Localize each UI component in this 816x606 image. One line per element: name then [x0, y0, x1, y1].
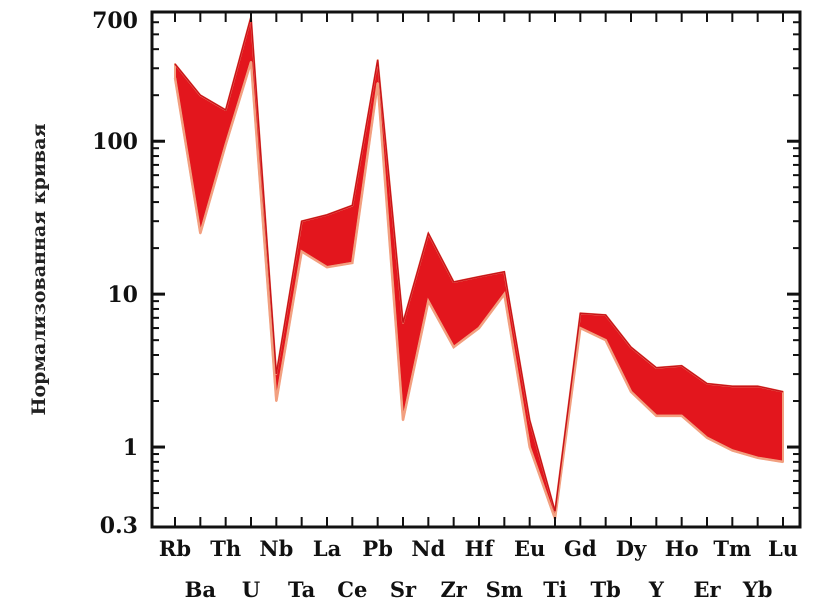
- x-tick-label: Tb: [591, 577, 621, 602]
- x-tick-label: Y: [648, 577, 665, 602]
- x-tick-label: Dy: [616, 536, 647, 561]
- x-tick-label: Gd: [564, 536, 597, 561]
- x-tick-label: Lu: [768, 536, 798, 561]
- plot-area: [150, 10, 802, 529]
- x-tick-label: Hf: [465, 536, 496, 561]
- y-tick-label: 100: [92, 129, 138, 155]
- x-tick-label: Nb: [259, 536, 293, 561]
- x-tick-label: Sr: [390, 577, 417, 602]
- x-tick-label: Er: [693, 577, 721, 602]
- y-tick-label: 1: [123, 435, 138, 461]
- x-tick-label: Sm: [486, 577, 523, 602]
- y-axis: 700 100 10 1 0.3: [92, 8, 800, 539]
- x-tick-label: Zr: [440, 577, 467, 602]
- x-tick-label: Rb: [159, 536, 191, 561]
- x-tick-label: Yb: [742, 577, 773, 602]
- y-tick-label: 700: [92, 8, 138, 34]
- x-tick-label: La: [313, 536, 342, 561]
- y-tick-label: 10: [107, 282, 138, 308]
- x-tick-label: Eu: [514, 536, 545, 561]
- x-tick-label: Ti: [543, 577, 567, 602]
- y-tick-label: 0.3: [100, 513, 138, 539]
- band-upper-edge: [174, 16, 784, 512]
- x-tick-label: Nd: [411, 536, 445, 561]
- x-tick-label: Ta: [288, 577, 316, 602]
- x-tick-label: Tm: [713, 536, 751, 561]
- x-tick-label: Ho: [665, 536, 699, 561]
- x-tick-label: Th: [210, 536, 241, 561]
- plot-frame: [150, 10, 802, 529]
- x-tick-label: Ba: [185, 577, 217, 602]
- y-axis-title: Нормализованная кривая: [28, 124, 50, 416]
- x-tick-label: U: [242, 577, 260, 602]
- x-axis: Rb Ba ThU Nb Ta La Ce Pb Sr Nd Zr Hf Sm Eu Ti Gd Tb DyYHo…: [159, 12, 798, 602]
- band-lower-edge: [173, 61, 784, 520]
- x-tick-label: Ce: [337, 577, 367, 602]
- x-tick-label: Pb: [362, 536, 392, 561]
